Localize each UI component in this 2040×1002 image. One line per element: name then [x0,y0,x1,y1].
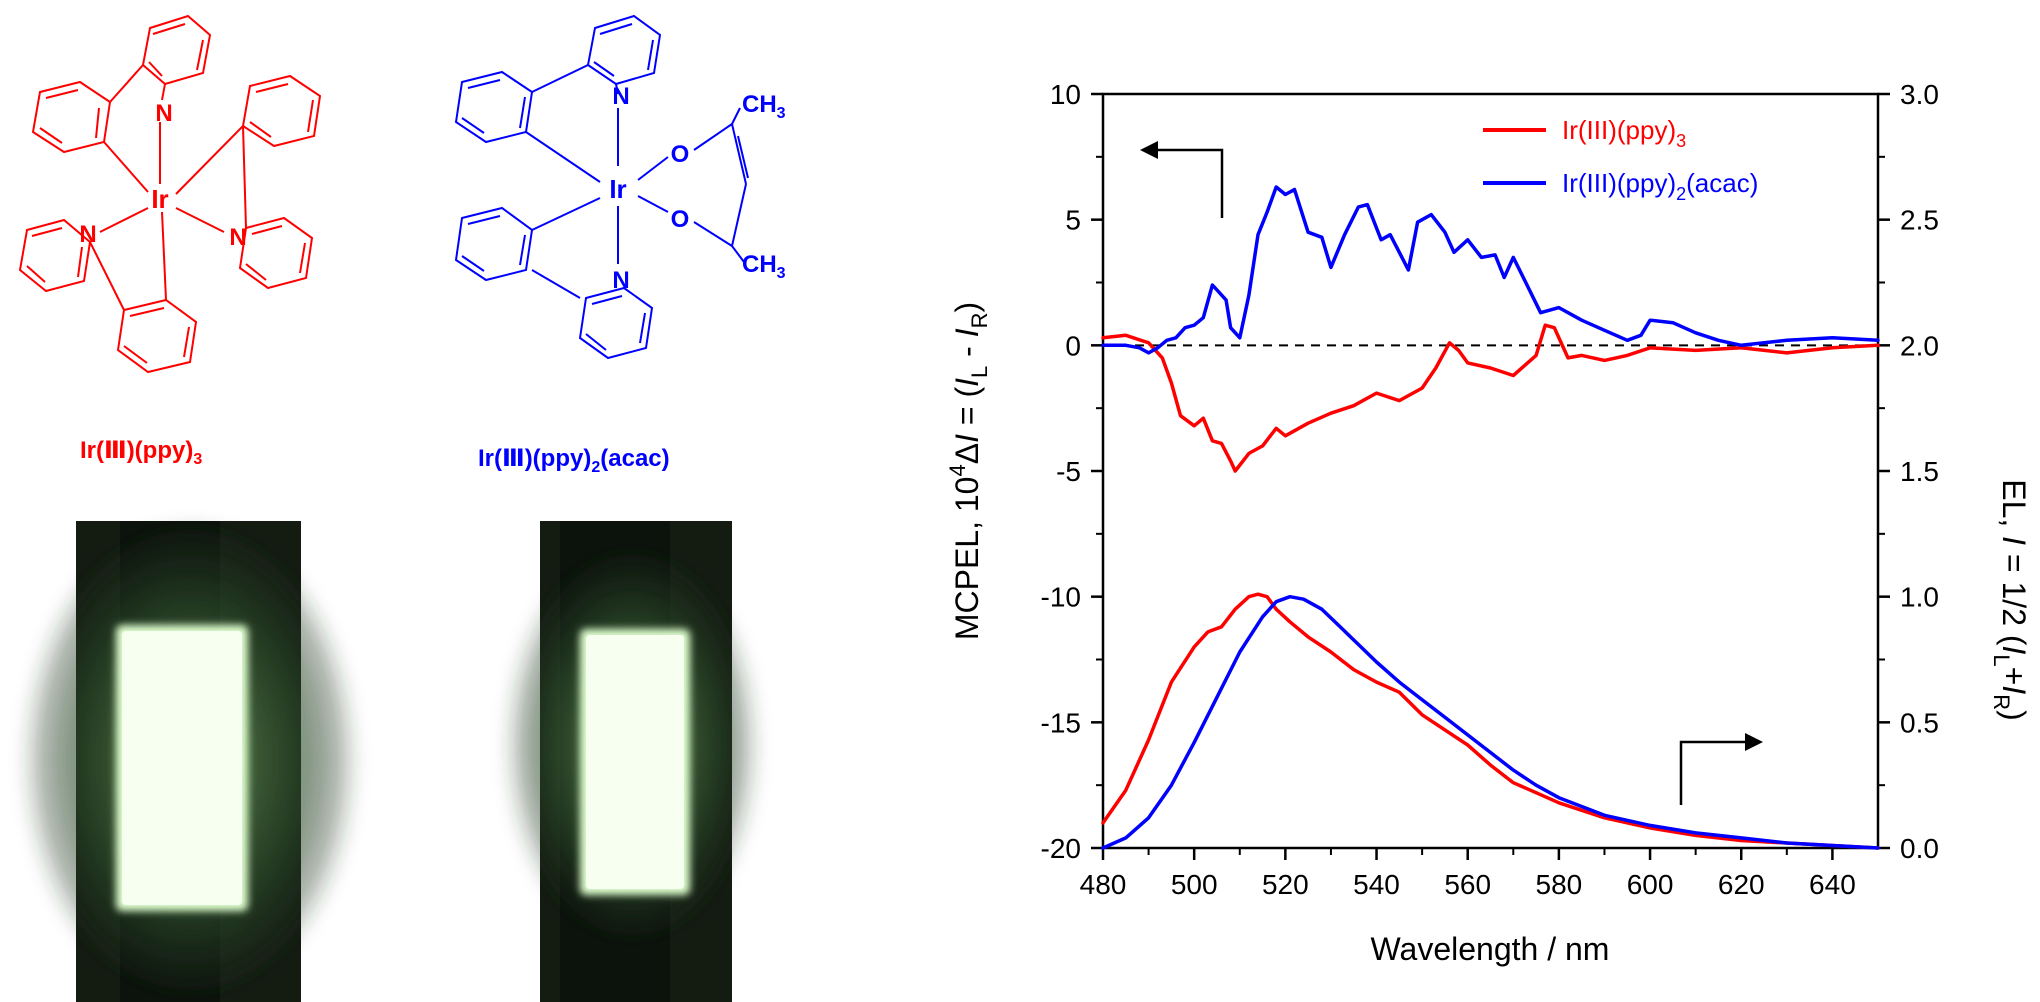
ylabel-il: I [1996,646,2032,655]
y-right-tick-label: 1.5 [1900,456,1939,487]
x-tick-label: 480 [1080,869,1127,900]
y-left-tick-label: -20 [1041,833,1081,864]
atom-ir-1: Ir [151,184,168,214]
emitting-area [586,635,684,889]
ylabel-r-sub: R [1989,694,2014,710]
x-tick-label: 620 [1718,869,1765,900]
ylabel-ir: I [949,328,985,337]
device-photo-ppy2acac [512,521,752,1002]
series-line-1 [1101,185,1880,355]
caption-ir-ppy2-acac: Ir(Ⅲ)(ppy)2(acac) [478,445,670,476]
ylabel-il: I [949,378,985,387]
y-right-tick-label: 2.5 [1900,205,1939,236]
x-tick-label: 540 [1353,869,1400,900]
methyl-bottom-text: CH [742,251,777,278]
legend-tail: (acac) [1686,168,1758,198]
methyl-top-text: CH [742,91,777,118]
ylabel-l-sub: L [1989,654,2014,666]
ylabel-prefix: EL, [1996,479,2032,536]
y-right-tick-label: 2.0 [1900,330,1939,361]
ylabel-prefix: MCPEL, 10 [949,477,985,641]
y-right-tick-label: 0.5 [1900,707,1939,738]
caption-subscript: 2 [591,459,600,476]
ring [18,218,92,293]
ylabel-i: I [1996,536,2032,545]
atom-ir-2: Ir [609,174,626,204]
x-tick-label: 500 [1171,869,1218,900]
atom-o-2: O [671,206,690,233]
ylabel-delta: Δ [949,443,985,464]
series-line-3 [1101,594,1880,850]
x-tick-label: 520 [1262,869,1309,900]
atom-o-1: O [671,141,690,168]
ring [454,206,534,282]
legend-subscript: 2 [1676,184,1686,204]
legend: Ir(III)(ppy)3 Ir(III)(ppy)2(acac) [1483,115,1758,204]
ylabel-close: ) [949,302,985,313]
series-line-0 [1101,323,1880,473]
axis-ticks: 480 500 520 540 560 580 600 620 640 -20 -15 -10 -5 0 5… [1041,79,1939,900]
ylabel-plus: + [1996,667,2032,686]
y-left-tick-label: 0 [1065,330,1081,361]
caption-subscript: 3 [193,451,202,468]
y-left-tick-label: 10 [1050,79,1081,110]
ring [578,286,654,360]
methyl-top: CH3 [742,91,786,122]
caption-tail: (acac) [600,445,669,472]
device-photo-ppy3 [30,521,350,1002]
legend-text: Ir(III)(ppy) [1562,168,1676,198]
x-tick-label: 580 [1536,869,1583,900]
arrow-left-axis-indicator [1140,141,1224,218]
caption-ir-ppy3: Ir(Ⅲ)(ppy)3 [80,437,202,468]
methyl-top-subscript: 3 [777,105,786,122]
ylabel-eq: = ( [949,387,985,434]
structure-ir-ppy3 [18,14,322,374]
plot-frame [1101,92,1880,850]
emitting-area [122,631,242,905]
structure-ir-ppy2-acac [454,14,749,360]
legend-label-ppy3: Ir(III)(ppy)3 [1562,115,1686,151]
ylabel-sup: 4 [945,464,970,476]
series-line-2 [1101,592,1880,850]
series-group [1101,185,1880,850]
atom-n-4: N [612,83,629,110]
legend-subscript: 3 [1676,131,1686,151]
y-left-tick-label: -15 [1041,707,1081,738]
y-axis-title-right: EL, I = 1/2 (IL+IR) [1989,479,2032,721]
y-left-tick-label: -10 [1041,582,1081,613]
legend-label-ppy2acac: Ir(III)(ppy)2(acac) [1562,168,1758,204]
ylabel-i: I [949,434,985,443]
ylabel-minus: - [949,337,985,365]
caption-text: Ir(Ⅲ)(ppy) [80,437,193,464]
ylabel-eq: = 1/2 ( [1996,545,2032,646]
y-right-tick-label: 0.0 [1900,833,1939,864]
ylabel-l-sub: L [967,366,992,378]
atom-n-1: N [155,100,172,127]
y-left-tick-label: -5 [1056,456,1081,487]
ring [116,298,198,374]
x-tick-label: 600 [1627,869,1674,900]
atom-n-3: N [229,224,246,251]
y-right-tick-label: 1.0 [1900,582,1939,613]
arrow-right-axis-indicator [1679,733,1763,805]
legend-text: Ir(III)(ppy) [1562,115,1676,145]
mcpel-el-chart: 480 500 520 540 560 580 600 620 640-20-15-10-505… [945,79,2032,967]
methyl-bottom-subscript: 3 [777,265,786,282]
x-tick-label: 560 [1444,869,1491,900]
ring [238,216,314,290]
ylabel-r-sub: R [967,313,992,329]
x-tick-label: 640 [1809,869,1856,900]
ylabel-close: ) [1996,710,2032,721]
atom-n-2: N [79,221,96,248]
ylabel-ir: I [1996,685,2032,694]
y-left-tick-label: 5 [1065,205,1081,236]
caption-text: Ir(Ⅲ)(ppy) [478,445,591,472]
y-right-tick-label: 3.0 [1900,79,1939,110]
methyl-bottom: CH3 [742,251,786,282]
atom-n-5: N [612,267,629,294]
x-axis-title: Wavelength / nm [1371,931,1610,967]
y-axis-title-left: MCPEL, 104ΔI = (IL - IR) [945,302,992,640]
